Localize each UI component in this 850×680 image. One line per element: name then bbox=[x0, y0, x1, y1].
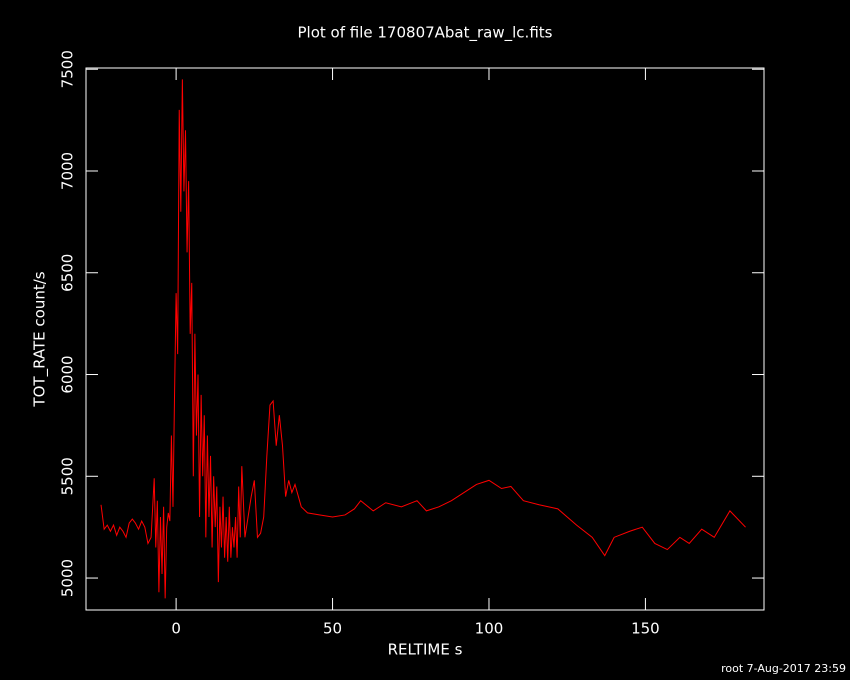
y-tick-label: 7500 bbox=[59, 50, 77, 88]
data-line bbox=[100, 79, 746, 599]
x-tick-label: 150 bbox=[631, 620, 660, 638]
footer: root 7-Aug-2017 23:59 bbox=[721, 662, 846, 675]
plot-frame bbox=[85, 67, 765, 611]
x-axis-label: RELTIME s bbox=[388, 641, 463, 659]
x-tick-label: 50 bbox=[323, 620, 342, 638]
x-tick-label: 0 bbox=[171, 620, 181, 638]
y-axis-label: TOT_RATE count/s bbox=[31, 271, 50, 407]
y-tick-label: 7000 bbox=[59, 152, 77, 190]
x-tick-label: 100 bbox=[475, 620, 504, 638]
y-tick-label: 6500 bbox=[59, 254, 77, 292]
y-tick-label: 5000 bbox=[59, 559, 77, 597]
chart-title: Plot of file 170807Abat_raw_lc.fits bbox=[298, 24, 553, 43]
y-tick-label: 5500 bbox=[59, 457, 77, 495]
y-tick-label: 6000 bbox=[59, 355, 77, 393]
